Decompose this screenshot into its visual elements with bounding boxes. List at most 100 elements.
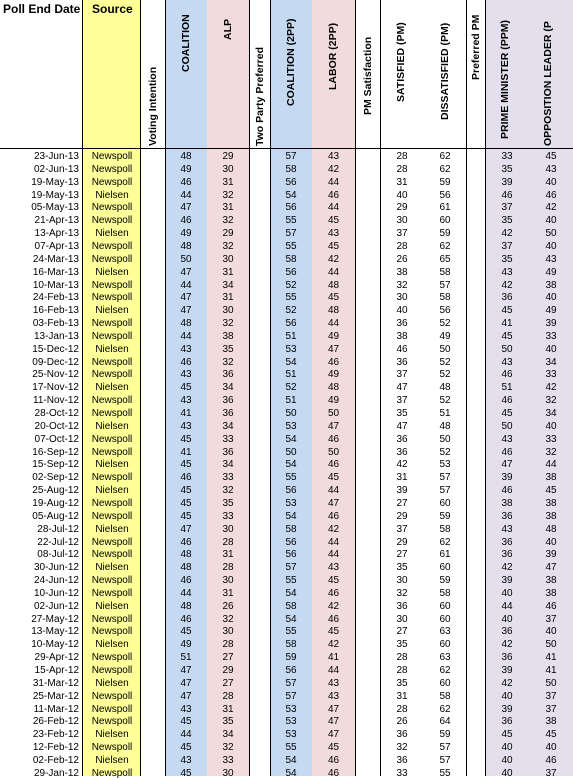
cell-dissatisfied-pm: 61 <box>439 549 451 561</box>
cell-source: Nielsen <box>95 420 129 432</box>
cell-opposition-leader-ppm: 38 <box>545 575 557 587</box>
cell-prime-minister-ppm: 36 <box>501 510 513 522</box>
cell-dissatisfied-pm: 60 <box>439 215 451 227</box>
cell-prime-minister-ppm: 36 <box>501 292 513 304</box>
cell-poll-end-date: 21-Apr-13 <box>34 215 79 227</box>
cell-source: Newspoll <box>91 369 133 381</box>
cell-satisfied-pm: 36 <box>396 433 408 445</box>
cell-poll-end-date: 23-Jun-13 <box>33 151 79 162</box>
cell-labor-2pp: 47 <box>327 420 340 432</box>
cell-source: Newspoll <box>91 613 133 625</box>
cell-opposition-leader-ppm: 40 <box>545 626 557 638</box>
cell-prime-minister-ppm: 33 <box>501 151 513 162</box>
cell-labor-2pp: 44 <box>327 318 340 330</box>
cell-coalition-2pp: 59 <box>285 652 297 664</box>
cell-source: Newspoll <box>91 652 133 664</box>
cell-labor-2pp: 45 <box>327 292 340 304</box>
cell-coalition-2pp: 53 <box>285 716 297 728</box>
cell-source: Nielsen <box>95 562 129 574</box>
cell-coalition-2pp: 53 <box>285 729 297 741</box>
cell-coalition: 41 <box>180 408 192 419</box>
cell-poll-end-date: 15-Dec-12 <box>32 343 79 355</box>
cell-alp: 29 <box>222 665 234 676</box>
cell-labor-2pp: 44 <box>327 536 340 548</box>
cell-alp: 26 <box>222 600 234 612</box>
header-coalition-2pp: COALITION (2PP) <box>285 18 297 106</box>
cell-dissatisfied-pm: 58 <box>439 523 451 535</box>
cell-labor-2pp: 42 <box>327 253 340 265</box>
cell-labor-2pp: 45 <box>327 575 340 587</box>
cell-opposition-leader-ppm: 34 <box>545 408 557 419</box>
cell-prime-minister-ppm: 35 <box>501 215 513 227</box>
cell-labor-2pp: 46 <box>327 754 340 766</box>
cell-labor-2pp: 47 <box>327 343 340 355</box>
cell-satisfied-pm: 28 <box>396 703 408 715</box>
cell-labor-2pp: 48 <box>327 279 340 291</box>
cell-labor-2pp: 46 <box>327 510 340 522</box>
cell-labor-2pp: 49 <box>327 369 340 381</box>
header-divider <box>0 148 573 149</box>
cell-poll-end-date: 30-Jun-12 <box>33 562 79 574</box>
cell-coalition: 49 <box>180 228 192 240</box>
opposition-leader-column-bg <box>529 0 573 776</box>
cell-source: Nielsen <box>95 600 129 612</box>
cell-poll-end-date: 16-Feb-13 <box>32 305 79 317</box>
cell-opposition-leader-ppm: 46 <box>545 754 557 766</box>
cell-satisfied-pm: 35 <box>396 677 408 689</box>
cell-alp: 32 <box>222 485 234 497</box>
grid-line <box>270 0 271 776</box>
cell-alp: 32 <box>222 356 234 368</box>
cell-coalition: 45 <box>180 459 192 471</box>
cell-source: Newspoll <box>91 240 133 252</box>
cell-dissatisfied-pm: 52 <box>439 395 451 407</box>
cell-poll-end-date: 10-May-12 <box>31 639 79 651</box>
cell-opposition-leader-ppm: 38 <box>545 472 557 484</box>
cell-dissatisfied-pm: 60 <box>439 497 451 509</box>
cell-opposition-leader-ppm: 39 <box>545 318 557 330</box>
header-labor-2pp: LABOR (2PP) <box>327 22 339 90</box>
cell-coalition-2pp: 55 <box>285 472 297 484</box>
cell-opposition-leader-ppm: 40 <box>545 343 557 355</box>
cell-coalition-2pp: 54 <box>285 754 297 766</box>
cell-satisfied-pm: 26 <box>396 253 408 265</box>
cell-source: Newspoll <box>91 215 133 227</box>
cell-poll-end-date: 02-Feb-12 <box>32 754 79 766</box>
cell-labor-2pp: 48 <box>327 305 340 317</box>
cell-source: Newspoll <box>91 279 133 291</box>
cell-prime-minister-ppm: 45 <box>501 305 513 317</box>
cell-source: Newspoll <box>91 497 133 509</box>
cell-coalition: 47 <box>180 665 192 676</box>
cell-satisfied-pm: 30 <box>396 613 408 625</box>
cell-dissatisfied-pm: 57 <box>439 754 451 766</box>
cell-prime-minister-ppm: 45 <box>501 330 513 342</box>
cell-dissatisfied-pm: 57 <box>439 279 451 291</box>
cell-dissatisfied-pm: 52 <box>439 446 451 458</box>
cell-poll-end-date: 27-May-12 <box>31 613 79 625</box>
cell-alp: 32 <box>222 240 234 252</box>
cell-poll-end-date: 07-Oct-12 <box>34 433 79 445</box>
cell-alp: 35 <box>222 497 234 509</box>
cell-dissatisfied-pm: 57 <box>439 472 451 484</box>
cell-labor-2pp: 50 <box>327 408 340 419</box>
cell-poll-end-date: 15-Apr-12 <box>34 665 79 676</box>
cell-dissatisfied-pm: 58 <box>439 587 451 599</box>
cell-source: Nielsen <box>95 754 129 766</box>
cell-source: Newspoll <box>91 151 133 162</box>
cell-opposition-leader-ppm: 41 <box>545 665 557 676</box>
cell-dissatisfied-pm: 60 <box>439 639 451 651</box>
cell-coalition-2pp: 58 <box>285 600 297 612</box>
cell-dissatisfied-pm: 62 <box>439 536 451 548</box>
cell-alp: 36 <box>222 408 234 419</box>
cell-source: Newspoll <box>91 395 133 407</box>
cell-opposition-leader-ppm: 33 <box>545 330 557 342</box>
cell-satisfied-pm: 40 <box>396 305 408 317</box>
header-preferred-pm: Preferred PM <box>470 14 482 80</box>
cell-coalition: 43 <box>180 754 192 766</box>
cell-labor-2pp: 41 <box>327 652 340 664</box>
cell-prime-minister-ppm: 40 <box>501 613 513 625</box>
cell-coalition: 44 <box>180 729 192 741</box>
cell-labor-2pp: 44 <box>327 665 340 676</box>
cell-coalition: 47 <box>180 266 192 278</box>
cell-coalition-2pp: 58 <box>285 163 297 175</box>
cell-coalition-2pp: 55 <box>285 742 297 754</box>
